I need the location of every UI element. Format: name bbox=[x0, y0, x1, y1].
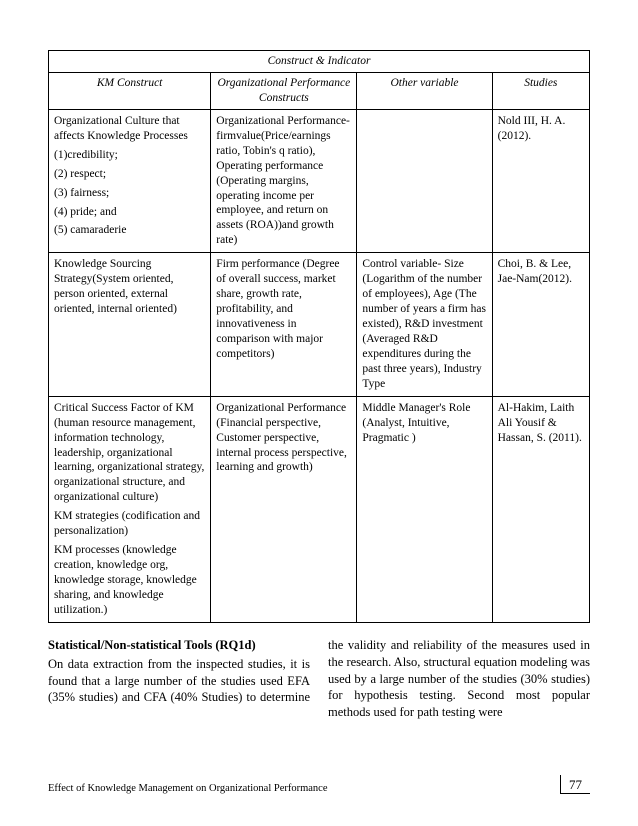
table-body: Organizational Culture that affects Know… bbox=[49, 109, 590, 622]
table-cell: Organizational Performance- firmvalue(Pr… bbox=[211, 109, 357, 252]
table-row: Knowledge Sourcing Strategy(System orien… bbox=[49, 253, 590, 396]
table-cell: Al-Hakim, Laith Ali Yousif & Hassan, S. … bbox=[492, 396, 589, 622]
page-footer: Effect of Knowledge Management on Organi… bbox=[48, 775, 590, 794]
table-row: Critical Success Factor of KM (human res… bbox=[49, 396, 590, 622]
table-row: Organizational Culture that affects Know… bbox=[49, 109, 590, 252]
table-cell: Knowledge Sourcing Strategy(System orien… bbox=[49, 253, 211, 396]
running-footer: Effect of Knowledge Management on Organi… bbox=[48, 783, 328, 794]
table-cell bbox=[357, 109, 492, 252]
table-cell: Organizational Performance (Financial pe… bbox=[211, 396, 357, 622]
table-cell: Firm performance (Degree of overall succ… bbox=[211, 253, 357, 396]
construct-indicator-table: Construct & Indicator KM Construct Organ… bbox=[48, 50, 590, 623]
col-header-studies: Studies bbox=[492, 72, 589, 109]
section-heading: Statistical/Non-statistical Tools (RQ1d) bbox=[48, 637, 310, 654]
body-text: Statistical/Non-statistical Tools (RQ1d)… bbox=[48, 637, 590, 721]
table-cell: Middle Manager's Role (Analyst, Intuitiv… bbox=[357, 396, 492, 622]
col-header-km: KM Construct bbox=[49, 72, 211, 109]
page-number: 77 bbox=[560, 775, 590, 794]
table-cell: Critical Success Factor of KM (human res… bbox=[49, 396, 211, 622]
table-cell: Organizational Culture that affects Know… bbox=[49, 109, 211, 252]
table-super-header: Construct & Indicator bbox=[49, 51, 590, 73]
col-header-op: Organizational Performance Constructs bbox=[211, 72, 357, 109]
table-cell: Choi, B. & Lee, Jae-Nam(2012). bbox=[492, 253, 589, 396]
table-cell: Control variable- Size (Logarithm of the… bbox=[357, 253, 492, 396]
table-cell: Nold III, H. A. (2012). bbox=[492, 109, 589, 252]
col-header-other: Other variable bbox=[357, 72, 492, 109]
